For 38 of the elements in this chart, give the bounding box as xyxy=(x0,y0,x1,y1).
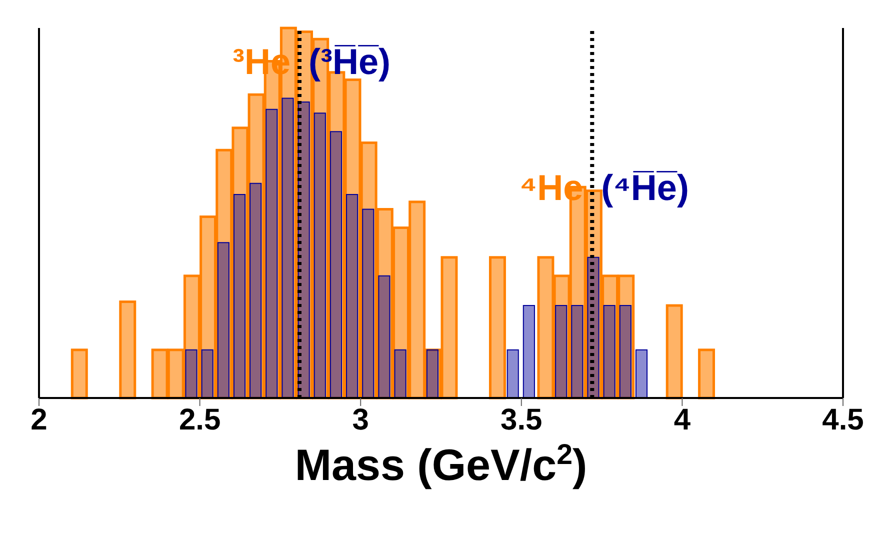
bar xyxy=(408,200,426,400)
x-tick-label: 4 xyxy=(674,403,691,436)
bar xyxy=(282,98,294,398)
bar xyxy=(250,182,262,398)
bar xyxy=(619,305,632,398)
bar xyxy=(537,256,554,400)
bar xyxy=(522,305,535,398)
bar xyxy=(506,349,519,398)
x-axis-title: Mass (GeV/c$^{2}$) xyxy=(294,439,588,490)
x-tick-label: 2.5 xyxy=(178,403,221,436)
bar xyxy=(440,256,458,400)
x-tick-label: 3.5 xyxy=(500,403,542,436)
bar xyxy=(266,108,278,398)
bar xyxy=(233,194,246,398)
x-tick-label: 4.5 xyxy=(822,403,864,436)
bar xyxy=(70,348,88,400)
bar xyxy=(362,208,374,398)
bar xyxy=(119,300,136,400)
bar xyxy=(571,305,584,398)
bar xyxy=(346,194,358,398)
ref-line-label: ⁴He (⁴H̅e̅) xyxy=(519,167,689,208)
bar xyxy=(666,304,683,400)
bar xyxy=(488,256,506,400)
x-tick-label: 3 xyxy=(352,403,369,436)
bar xyxy=(603,305,616,398)
bar xyxy=(394,349,406,398)
bar xyxy=(378,275,390,398)
bar xyxy=(201,349,214,398)
bar xyxy=(698,348,715,400)
bar xyxy=(330,131,342,398)
x-tick-label: 2 xyxy=(30,403,48,436)
bar xyxy=(314,112,326,398)
bar xyxy=(151,348,168,400)
bar xyxy=(635,349,648,398)
bar xyxy=(167,348,184,400)
bar xyxy=(555,305,568,398)
bar xyxy=(185,349,198,398)
bar xyxy=(217,242,230,398)
